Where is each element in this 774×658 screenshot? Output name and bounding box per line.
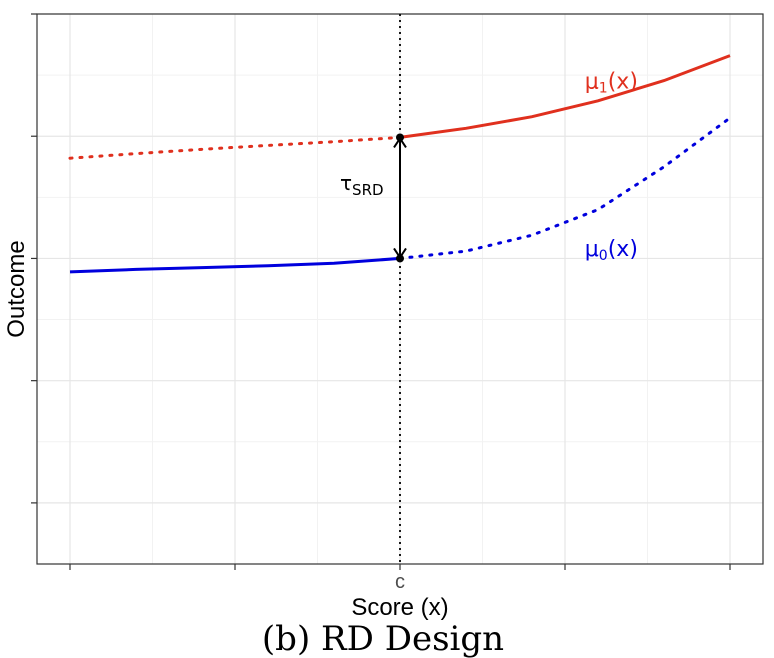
series-1-counterfactual	[398, 116, 732, 260]
series-labels: μ1(x) μ0(x)	[585, 70, 638, 264]
x-tick-label: c	[395, 571, 405, 593]
series-label-1: μ0(x)	[585, 237, 638, 264]
x-axis-title: Score (x)	[351, 594, 448, 621]
mu1-cutoff-point	[396, 133, 404, 142]
y-axis-title: Outcome	[3, 240, 30, 337]
series-1-observed	[69, 256, 401, 274]
tau-srd-annotation: τSRD	[340, 133, 407, 263]
series-lines	[68, 54, 732, 274]
mu0-cutoff-point	[396, 254, 404, 263]
tau-srd-label: τSRD	[340, 171, 384, 199]
axis-ticks: c	[31, 13, 731, 593]
series-label-0: μ1(x)	[585, 70, 638, 97]
series-0-observed	[399, 54, 731, 139]
grid	[37, 13, 763, 564]
figure-caption: (b) RD Design	[262, 619, 504, 658]
